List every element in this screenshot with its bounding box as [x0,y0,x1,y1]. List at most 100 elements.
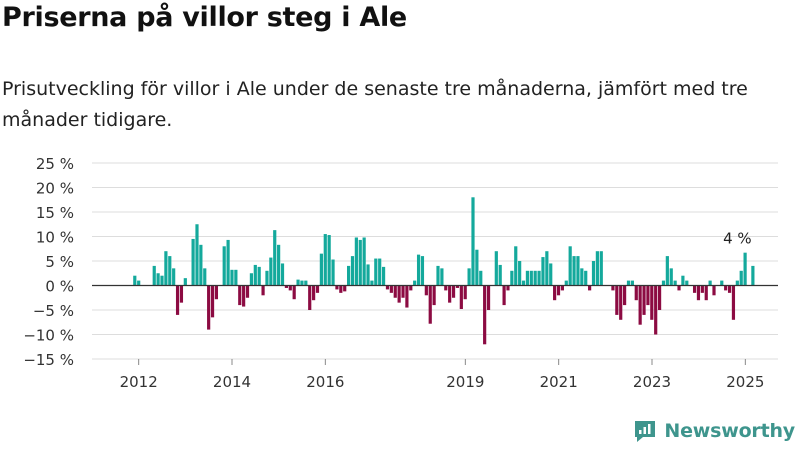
data-bar [432,285,436,306]
data-bar [347,265,351,286]
data-bar [234,269,238,286]
data-bar [413,280,417,286]
data-bar [300,280,304,286]
data-bar [560,285,564,291]
data-bar [630,280,634,286]
data-bar [525,270,530,286]
data-bar [677,285,681,291]
data-bar [510,270,514,286]
data-bar [751,265,755,286]
data-bar [175,285,180,315]
data-bar [654,285,658,335]
data-bar [576,256,580,286]
data-bar [626,280,631,286]
x-tick-label: 2021 [540,373,578,390]
data-bar [350,256,355,286]
data-bar [214,285,219,300]
data-bar [568,246,572,286]
data-bar [416,254,421,286]
data-bar [183,278,187,286]
data-bar [619,285,623,320]
x-tick-label: 2014 [213,373,251,390]
data-bar [591,261,596,286]
data-bar [261,285,265,296]
data-bar [533,270,537,286]
data-bar [475,249,479,286]
y-tick-label: 5 % [45,253,74,271]
data-bar [195,224,199,286]
data-bar [401,285,405,298]
data-bar [393,285,397,298]
data-bar [572,256,576,286]
x-tick-label: 2019 [446,373,484,390]
data-bar [191,238,195,286]
data-bar [397,285,401,303]
data-bar [708,280,712,286]
data-bar [611,285,615,291]
data-bar [685,280,689,286]
bar-chart: 25 % 20 % 15 % 10 % 5 % 0 % −5 % −10 % −15 % 2012… [23,155,778,390]
data-bar [308,285,312,310]
data-bar [203,268,207,286]
data-bar [156,273,160,286]
data-bar [265,270,269,286]
x-tick-label: 2025 [726,373,764,390]
data-bar [304,280,308,286]
data-bar [595,251,599,286]
data-bar [440,268,444,286]
data-bar [673,280,677,286]
data-bar [731,285,736,320]
data-bar [366,264,370,286]
data-bar [424,285,428,296]
annotation-label: 4 % [723,230,752,248]
data-bar [226,239,230,286]
data-bar [199,244,203,286]
data-bar [335,285,339,290]
data-bar [296,279,300,286]
data-bar [292,285,296,300]
y-tick-label: 0 % [45,278,74,296]
data-bar [284,285,288,288]
data-bar [467,268,471,286]
data-bar [537,270,541,286]
data-bar [277,244,281,286]
data-bar [168,256,172,286]
data-bar [588,285,592,291]
data-bar [599,251,603,286]
data-bar [724,285,728,291]
data-bar [253,264,257,286]
data-bar [354,237,358,286]
data-bar [529,270,533,286]
data-bar [471,197,475,286]
data-bar [727,285,732,293]
data-bar [269,257,273,286]
data-bar [405,285,409,308]
data-bar [172,268,176,286]
data-bar [657,285,662,310]
chart-subtitle: Prisutveckling för villor i Ale under de… [2,78,748,131]
data-bar [541,257,545,286]
data-bar [331,259,335,286]
data-bar [455,285,460,288]
chart-title: Priserna på villor steg i Ale [2,2,407,33]
data-bar [669,268,673,286]
data-bar [735,280,739,286]
data-bar [463,285,467,300]
data-bar [545,251,549,286]
data-bar [514,246,518,286]
data-bar [137,280,141,286]
data-bar [486,285,491,310]
data-bar [502,285,506,306]
data-bar [650,285,654,320]
data-bar [444,285,448,291]
y-tick-label: 15 % [36,204,74,222]
data-bar [238,285,242,306]
data-bar [615,285,619,315]
data-bar [638,285,642,325]
data-bar [420,256,425,286]
data-bar [207,285,211,330]
data-bar [700,285,704,293]
x-tick-label: 2023 [633,373,671,390]
y-tick-label: −10 % [23,327,74,345]
y-tick-label: 20 % [36,180,74,198]
